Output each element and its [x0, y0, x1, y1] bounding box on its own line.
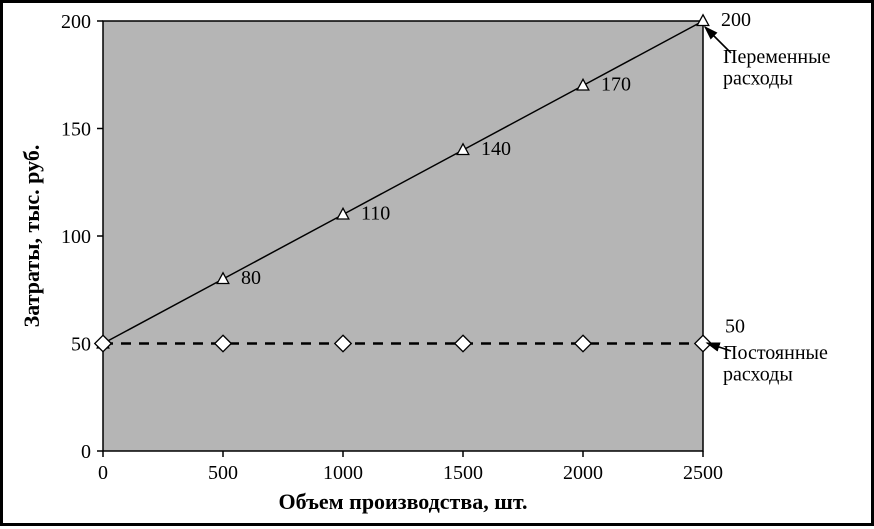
y-axis-label: Затраты, тыс. руб.: [19, 145, 44, 328]
x-tick-label: 2500: [683, 462, 723, 484]
variable-costs-label: Переменныерасходы: [723, 46, 831, 90]
cost-volume-chart: 0 500 1000 1500 2000 2500 0 50 100 150 200 Объем пр…: [3, 3, 871, 523]
data-point-label: 200: [721, 9, 751, 31]
fixed-costs-label: Постоянныерасходы: [723, 342, 828, 386]
y-tick-label: 0: [81, 441, 91, 463]
data-point-label: 140: [481, 138, 511, 160]
y-tick-label: 200: [61, 11, 91, 33]
y-tick-label: 100: [61, 226, 91, 248]
triangle-marker: [697, 15, 709, 26]
x-tick-label: 1000: [323, 462, 363, 484]
y-tick-label: 150: [61, 119, 91, 141]
y-tick-label: 50: [71, 334, 91, 356]
x-tick-label: 2000: [563, 462, 603, 484]
x-tick-label: 0: [98, 462, 108, 484]
data-point-label: 170: [601, 74, 631, 96]
x-axis-label: Объем производства, шт.: [279, 489, 528, 514]
data-point-label: 50: [725, 316, 745, 338]
data-point-label: 110: [361, 203, 390, 225]
data-point-label: 80: [241, 267, 261, 289]
chart-frame: 0 500 1000 1500 2000 2500 0 50 100 150 200 Объем пр…: [0, 0, 874, 526]
x-tick-label: 1500: [443, 462, 483, 484]
x-tick-label: 500: [208, 462, 238, 484]
